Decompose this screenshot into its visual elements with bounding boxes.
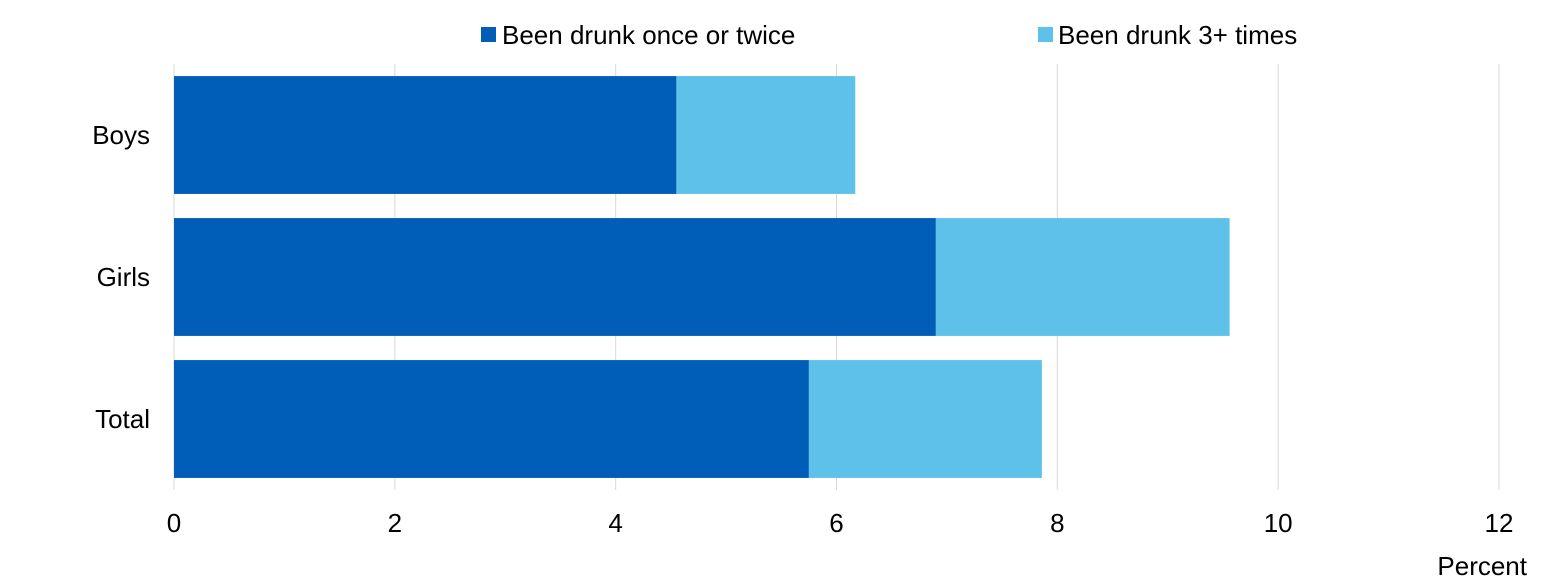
category-label-total: Total xyxy=(95,404,150,434)
legend-swatch-once-or-twice xyxy=(481,27,496,42)
x-tick-label: 0 xyxy=(167,508,181,538)
x-tick-label: 10 xyxy=(1264,508,1293,538)
legend-label-once-or-twice: Been drunk once or twice xyxy=(502,20,795,50)
legend-label-3-plus-times: Been drunk 3+ times xyxy=(1058,20,1297,50)
bar-girls-series-1 xyxy=(935,218,1230,336)
legend: Been drunk once or twice Been drunk 3+ t… xyxy=(481,20,1297,50)
category-label-girls: Girls xyxy=(97,262,150,292)
x-tick-label: 2 xyxy=(388,508,402,538)
x-tick-label: 6 xyxy=(829,508,843,538)
legend-swatch-3-plus-times xyxy=(1038,27,1053,42)
bar-boys-series-1 xyxy=(676,76,856,194)
bar-total-series-1 xyxy=(808,360,1042,478)
category-label-boys: Boys xyxy=(92,120,150,150)
bar-total-series-0 xyxy=(174,360,809,478)
x-tick-label: 8 xyxy=(1050,508,1064,538)
category-labels: Boys Girls Total xyxy=(92,120,150,434)
x-tick-label: 4 xyxy=(608,508,622,538)
bar-boys-series-0 xyxy=(174,76,677,194)
bar-girls-series-0 xyxy=(174,218,936,336)
bars xyxy=(174,76,1230,478)
x-tick-labels: 0 2 4 6 8 10 12 xyxy=(167,508,1514,538)
x-tick-label: 12 xyxy=(1485,508,1514,538)
x-axis-label: Percent xyxy=(1437,551,1527,581)
